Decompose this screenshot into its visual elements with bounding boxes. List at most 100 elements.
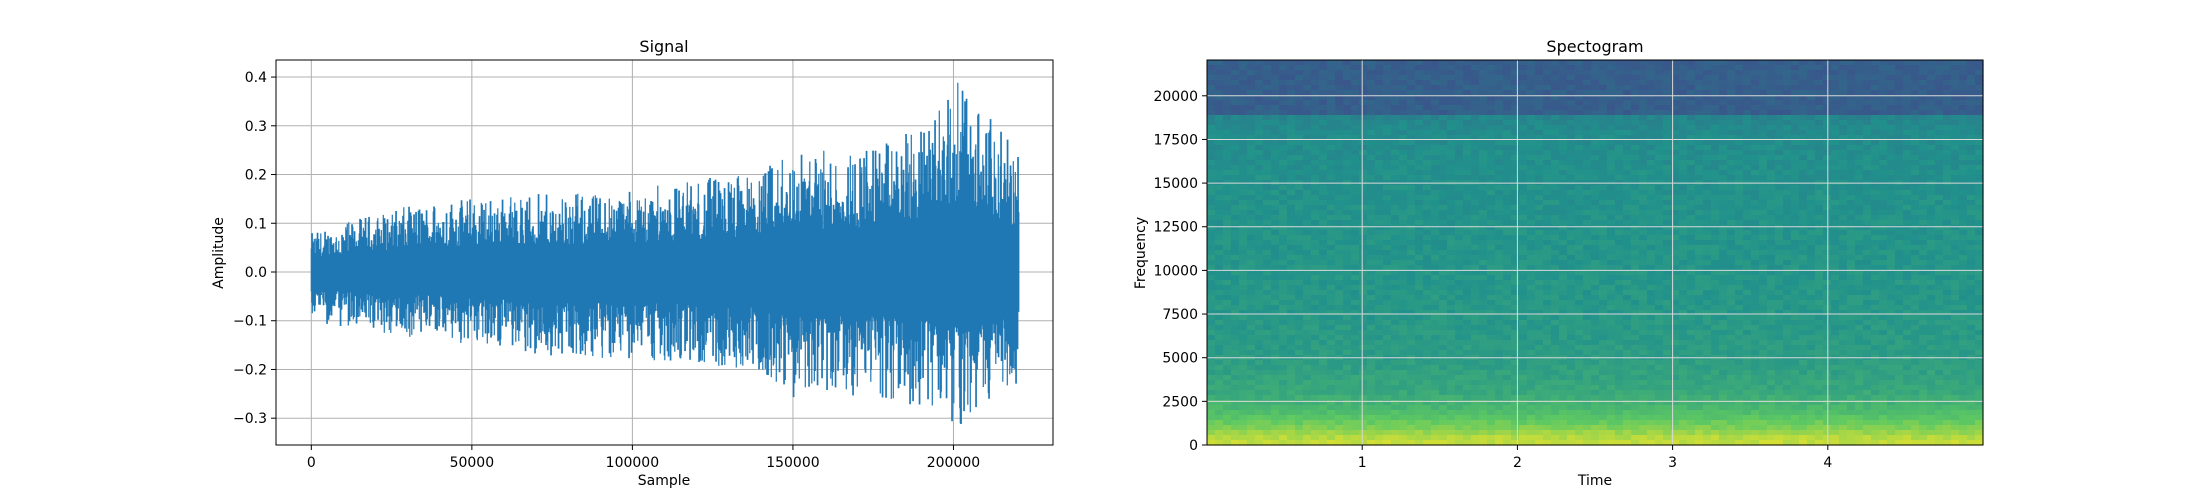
spectrogram-cell: [1871, 100, 1880, 106]
spectrogram-cell: [1959, 65, 1968, 71]
spectrogram-cell: [1367, 130, 1376, 136]
spectrogram-cell: [1831, 210, 1840, 216]
spectrogram-cell: [1543, 215, 1552, 221]
spectrogram-cell: [1359, 210, 1368, 216]
spectrogram-cell: [1375, 205, 1384, 211]
spectrogram-cell: [1687, 195, 1696, 201]
spectrogram-cell: [1311, 230, 1320, 236]
spectrogram-cell: [1263, 100, 1272, 106]
spectrogram-cell: [1551, 185, 1560, 191]
spectrogram-cell: [1319, 115, 1328, 121]
spectrogram-cell: [1839, 260, 1848, 266]
spectrogram-cell: [1367, 250, 1376, 256]
spectrogram-cell: [1391, 305, 1400, 311]
spectrogram-cell: [1383, 205, 1392, 211]
spectrogram-cell: [1207, 175, 1216, 181]
spectrogram-title: Spectogram: [1546, 37, 1643, 56]
spectrogram-cell: [1567, 120, 1576, 126]
spectrogram-cell: [1631, 285, 1640, 291]
spectrogram-cell: [1639, 100, 1648, 106]
spectrogram-cell: [1247, 255, 1256, 261]
spectrogram-cell: [1303, 160, 1312, 166]
spectrogram-cell: [1487, 225, 1496, 231]
spectrogram-cell: [1439, 310, 1448, 316]
spectrogram-cell: [1567, 150, 1576, 156]
spectrogram-cell: [1615, 265, 1624, 271]
spectrogram-cell: [1879, 270, 1888, 276]
spectrogram-cell: [1951, 155, 1960, 161]
spectrogram-cell: [1735, 135, 1744, 141]
spectrogram-cell: [1279, 125, 1288, 131]
spectrogram-cell: [1759, 210, 1768, 216]
spectrogram-cell: [1887, 200, 1896, 206]
spectrogram-cell: [1807, 145, 1816, 151]
spectrogram-cell: [1735, 80, 1744, 86]
spectrogram-cell: [1551, 265, 1560, 271]
spectrogram-cell: [1423, 205, 1432, 211]
spectrogram-cell: [1655, 140, 1664, 146]
spectrogram-cell: [1383, 75, 1392, 81]
spectrogram-cell: [1439, 270, 1448, 276]
spectrogram-cell: [1287, 300, 1296, 306]
spectrogram-cell: [1519, 120, 1528, 126]
spectrogram-cell: [1687, 210, 1696, 216]
spectrogram-cell: [1639, 250, 1648, 256]
spectrogram-cell: [1231, 245, 1240, 251]
spectrogram-cell: [1655, 275, 1664, 281]
spectrogram-cell: [1807, 220, 1816, 226]
spectrogram-cell: [1871, 260, 1880, 266]
spectrogram-cell: [1871, 300, 1880, 306]
spectrogram-cell: [1335, 190, 1344, 196]
spectrogram-cell: [1479, 60, 1488, 66]
spectrogram-cell: [1911, 125, 1920, 131]
spectrogram-cell: [1631, 100, 1640, 106]
spectrogram-cell: [1239, 270, 1248, 276]
spectrogram-cell: [1591, 290, 1600, 296]
spectrogram-cell: [1255, 260, 1264, 266]
spectrogram-cell: [1231, 195, 1240, 201]
spectrogram-cell: [1359, 280, 1368, 286]
spectrogram-cell: [1279, 75, 1288, 81]
spectrogram-cell: [1503, 140, 1512, 146]
spectrogram-cell: [1535, 205, 1544, 211]
spectrogram-cell: [1623, 290, 1632, 296]
spectrogram-cell: [1447, 90, 1456, 96]
spectrogram-cell: [1671, 275, 1680, 281]
spectrogram-cell: [1935, 205, 1944, 211]
spectrogram-cell: [1927, 140, 1936, 146]
spectrogram-cell: [1943, 210, 1952, 216]
spectrogram-cell: [1815, 310, 1824, 316]
spectrogram-cell: [1207, 235, 1216, 241]
spectrogram-cell: [1591, 80, 1600, 86]
spectrogram-cell: [1519, 65, 1528, 71]
spectrogram-cell: [1695, 280, 1704, 286]
spectrogram-cell: [1615, 190, 1624, 196]
spectrogram-cell: [1879, 105, 1888, 111]
spectrogram-cell: [1943, 255, 1952, 261]
spectrogram-cell: [1607, 265, 1616, 271]
spectrogram-cell: [1495, 195, 1504, 201]
spectrogram-cell: [1919, 265, 1928, 271]
spectrogram-cell: [1527, 80, 1536, 86]
spectrogram-cell: [1863, 80, 1872, 86]
spectrogram-cell: [1871, 270, 1880, 276]
spectrogram-cell: [1399, 290, 1408, 296]
spectrogram-cell: [1839, 60, 1848, 66]
spectrogram-cell: [1687, 275, 1696, 281]
spectrogram-cell: [1911, 240, 1920, 246]
spectrogram-cell: [1263, 110, 1272, 116]
spectrogram-cell: [1343, 150, 1352, 156]
spectrogram-cell: [1319, 235, 1328, 241]
spectrogram-cell: [1351, 105, 1360, 111]
spectrogram-cell: [1623, 200, 1632, 206]
spectrogram-cell: [1759, 95, 1768, 101]
spectrogram-cell: [1903, 120, 1912, 126]
spectrogram-cell: [1639, 65, 1648, 71]
spectrogram-cell: [1591, 95, 1600, 101]
spectrogram-cell: [1967, 185, 1976, 191]
spectrogram-cell: [1927, 240, 1936, 246]
spectrogram-cell: [1319, 155, 1328, 161]
spectrogram-cell: [1519, 130, 1528, 136]
spectrogram-cell: [1943, 90, 1952, 96]
